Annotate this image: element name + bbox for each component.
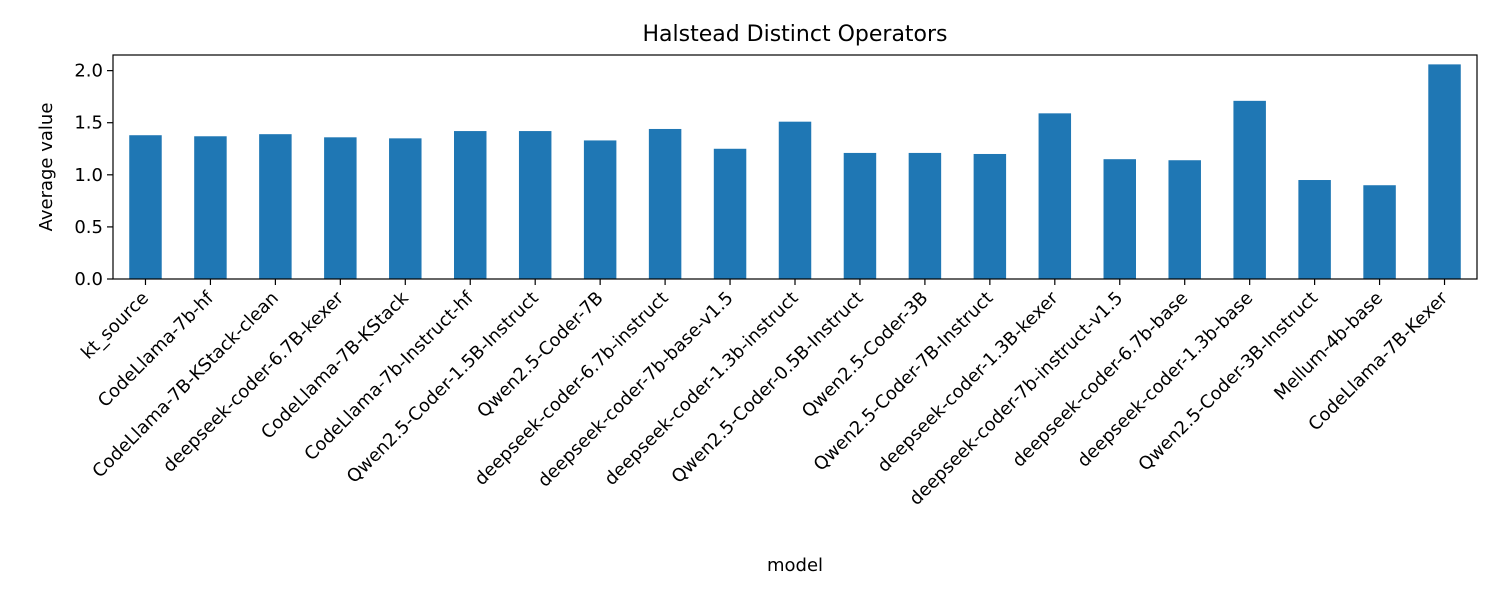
bar-20 [1428, 64, 1461, 279]
bar-2 [259, 134, 292, 279]
x-tick-label: Qwen2.5-Coder-7B [473, 288, 607, 422]
bar-17 [1233, 100, 1266, 279]
bar-0 [129, 135, 162, 279]
y-tick-label: 0.5 [74, 217, 103, 238]
y-axis-label: Average value [36, 103, 57, 232]
y-axis: 0.0 0.5 1.0 1.5 2.0 [74, 61, 113, 290]
bars-group [129, 64, 1461, 280]
y-tick-label: 2.0 [74, 61, 103, 82]
bar-16 [1168, 160, 1201, 279]
bar-4 [389, 138, 422, 279]
x-axis-label: model [767, 555, 823, 576]
y-tick-label: 1.0 [74, 165, 103, 186]
bar-14 [1038, 113, 1072, 279]
bar-3 [324, 137, 357, 279]
y-tick-label: 1.5 [74, 113, 103, 134]
x-tick-label: Qwen2.5-Coder-3B [798, 288, 932, 422]
bar-10 [778, 121, 812, 280]
x-tick-label: Mellum-4b-base [1270, 288, 1387, 405]
y-tick-label: 0.0 [74, 269, 103, 290]
bar-13 [973, 153, 1007, 279]
bar-11 [843, 152, 877, 279]
bar-18 [1298, 180, 1331, 279]
bar-9 [713, 148, 747, 279]
x-axis: kt_sourceCodeLlama-7b-hfCodeLlama-7B-KSt… [77, 279, 1452, 510]
bar-19 [1363, 185, 1396, 279]
bar-1 [194, 136, 227, 279]
bar-8 [648, 128, 682, 279]
bar-6 [518, 131, 552, 279]
bar-15 [1103, 159, 1136, 279]
x-tick-label: CodeLlama-7b-hf [94, 287, 218, 411]
bar-12 [908, 152, 942, 279]
chart-title: Halstead Distinct Operators [642, 22, 947, 47]
bar-7 [583, 140, 617, 279]
bar-5 [454, 131, 487, 279]
